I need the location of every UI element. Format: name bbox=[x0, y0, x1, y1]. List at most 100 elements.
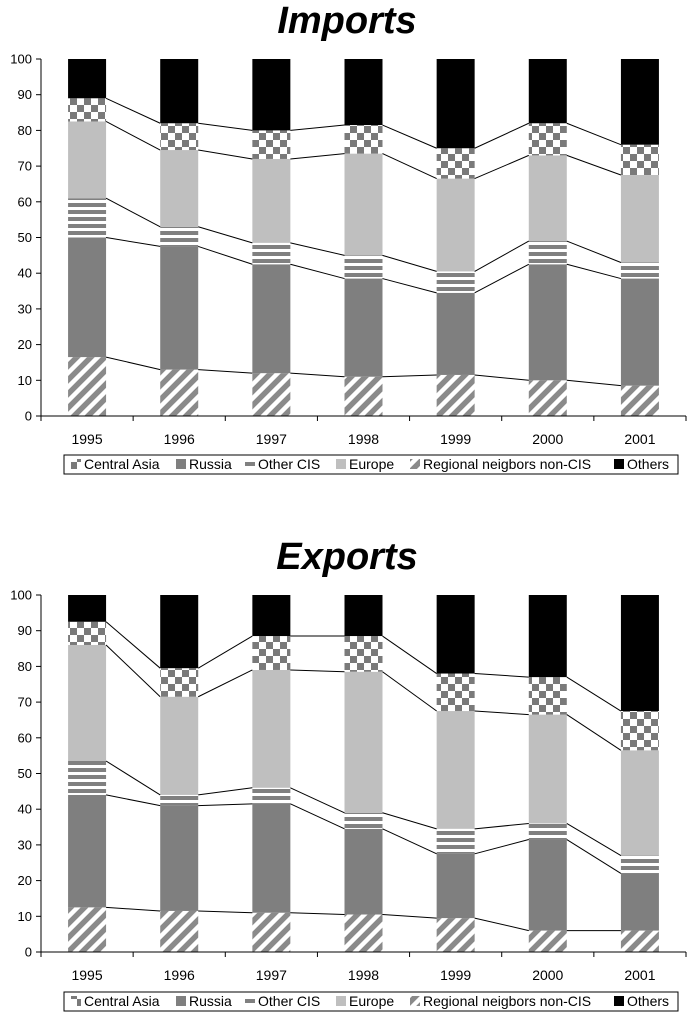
bar-segment-other_cis-1997 bbox=[252, 787, 291, 804]
bar-segment-central_asia-1998 bbox=[344, 636, 383, 672]
bar-segment-russia-1995 bbox=[68, 794, 107, 908]
legend-label-russia: Russia bbox=[189, 456, 232, 472]
connector-line-regional bbox=[290, 372, 345, 378]
legend-swatch-central_asia bbox=[71, 996, 81, 1006]
bar-segment-other_cis-2001 bbox=[620, 855, 659, 874]
connector-line-other_cis bbox=[290, 242, 345, 256]
y-tick-label: 90 bbox=[18, 87, 32, 102]
bar-segment-others-1996 bbox=[160, 595, 199, 669]
legend-swatch-regional bbox=[410, 459, 420, 469]
legend-swatch-others bbox=[614, 996, 624, 1006]
bar-segment-central_asia-1995 bbox=[68, 621, 107, 645]
connector-line-regional bbox=[198, 369, 253, 374]
bar-segment-others-2001 bbox=[620, 59, 659, 145]
x-tick-label: 1999 bbox=[440, 431, 471, 447]
bar-segment-central_asia-1995 bbox=[68, 98, 107, 122]
bar-segment-regional-1996 bbox=[160, 369, 199, 416]
bar-segment-russia-1996 bbox=[160, 246, 199, 370]
bar-segment-europe-1996 bbox=[160, 150, 199, 227]
y-tick-label: 30 bbox=[18, 301, 32, 316]
y-tick-label: 60 bbox=[18, 730, 32, 745]
bar-segment-other_cis-2000 bbox=[528, 241, 567, 265]
connector-line-europe bbox=[382, 153, 437, 180]
connector-line-central_asia bbox=[197, 635, 253, 669]
bar-segment-europe-1997 bbox=[252, 669, 291, 788]
legend-label-europe: Europe bbox=[349, 456, 394, 472]
connector-line-other_cis bbox=[105, 760, 161, 796]
bar-segment-europe-1998 bbox=[344, 153, 383, 256]
legend-label-other_cis: Other CIS bbox=[258, 456, 320, 472]
exports-chart: Exports 0 10 20 30 40 50 60 70 80 90 100 1995 1996 19… bbox=[0, 530, 694, 1015]
chart-title: Exports bbox=[276, 536, 418, 578]
bar-segment-europe-1998 bbox=[344, 671, 383, 813]
bar-segment-other_cis-2001 bbox=[620, 262, 659, 279]
connector-line-regional bbox=[198, 910, 253, 914]
imports-chart: Imports 0 10 20 30 40 50 60 70 80 90 100 1995 1996 19… bbox=[0, 0, 694, 500]
bar-segment-regional-1997 bbox=[252, 912, 291, 952]
connector-line-other_cis bbox=[566, 240, 622, 263]
connector-line-other_cis bbox=[198, 787, 253, 796]
bar-segment-central_asia-2000 bbox=[528, 123, 567, 156]
y-tick-label: 90 bbox=[18, 623, 32, 638]
x-tick-label: 1999 bbox=[440, 967, 471, 983]
connector-line-russia bbox=[382, 278, 437, 294]
connector-line-europe bbox=[382, 671, 437, 712]
bar-segment-regional-1999 bbox=[436, 918, 475, 952]
legend-label-others: Others bbox=[627, 456, 669, 472]
bar-segment-others-1999 bbox=[436, 595, 475, 674]
connector-line-russia bbox=[198, 245, 253, 265]
bar-segment-central_asia-1997 bbox=[252, 130, 291, 159]
y-tick-label: 50 bbox=[18, 766, 32, 781]
bar-segment-russia-1997 bbox=[252, 803, 291, 913]
bar-segment-others-1997 bbox=[252, 595, 291, 637]
bar-segment-other_cis-1997 bbox=[252, 242, 291, 265]
legend-swatch-other_cis bbox=[245, 996, 255, 1006]
y-tick-label: 0 bbox=[25, 409, 32, 424]
x-tick-label: 1998 bbox=[348, 967, 379, 983]
connector-line-other_cis bbox=[474, 240, 530, 272]
y-tick-label: 10 bbox=[18, 909, 32, 924]
connector-line-central_asia bbox=[290, 124, 345, 131]
connector-line-central_asia bbox=[382, 124, 437, 149]
bar-segment-russia-1998 bbox=[344, 828, 383, 915]
y-tick-label: 30 bbox=[18, 837, 32, 852]
connector-line-other_cis bbox=[566, 823, 622, 857]
bar-segment-central_asia-1999 bbox=[436, 148, 475, 179]
bar-segment-central_asia-1997 bbox=[252, 636, 291, 670]
y-tick-label: 100 bbox=[10, 52, 32, 67]
connector-line-other_cis bbox=[198, 226, 253, 244]
bar-segment-russia-1995 bbox=[68, 237, 107, 358]
bar-segment-other_cis-1999 bbox=[436, 828, 475, 854]
legend-label-europe: Europe bbox=[349, 993, 394, 1009]
connector-line-russia bbox=[198, 803, 253, 807]
legend-label-central_asia: Central Asia bbox=[84, 456, 160, 472]
legend-swatch-europe bbox=[336, 996, 346, 1006]
legend-swatch-central_asia bbox=[71, 459, 81, 469]
bar-segment-europe-1995 bbox=[68, 644, 107, 762]
y-tick-label: 20 bbox=[18, 337, 32, 352]
connector-line-russia bbox=[474, 263, 530, 294]
bar-segment-russia-2001 bbox=[620, 278, 659, 386]
connector-line-regional bbox=[566, 379, 621, 387]
y-tick-label: 50 bbox=[18, 230, 32, 245]
y-tick-label: 10 bbox=[18, 373, 32, 388]
connector-line-europe bbox=[290, 153, 345, 160]
y-tick-label: 100 bbox=[10, 588, 32, 603]
connector-line-central_asia bbox=[198, 122, 253, 131]
legend-swatch-others bbox=[614, 459, 624, 469]
bar-segment-russia-2000 bbox=[528, 264, 567, 381]
legend-swatch-russia bbox=[176, 459, 186, 469]
connector-line-other_cis bbox=[474, 822, 529, 830]
bar-segment-russia-2000 bbox=[528, 839, 567, 931]
connector-line-regional bbox=[106, 906, 161, 912]
imports-plot: 0 10 20 30 40 50 60 70 80 90 100 1995 1996 1997 1998 19… bbox=[10, 52, 687, 475]
x-tick-label: 2000 bbox=[532, 431, 563, 447]
legend-swatch-regional bbox=[410, 996, 420, 1006]
legend-label-others: Others bbox=[627, 993, 669, 1009]
bar-segment-europe-2000 bbox=[528, 714, 567, 824]
exports-plot: 0 10 20 30 40 50 60 70 80 90 100 1995 1996 1997 1998 19… bbox=[10, 588, 687, 1012]
bar-segment-other_cis-2000 bbox=[528, 823, 567, 840]
connector-line-regional bbox=[474, 917, 529, 932]
connector-line-russia bbox=[474, 839, 529, 855]
legend-box bbox=[63, 991, 679, 1012]
